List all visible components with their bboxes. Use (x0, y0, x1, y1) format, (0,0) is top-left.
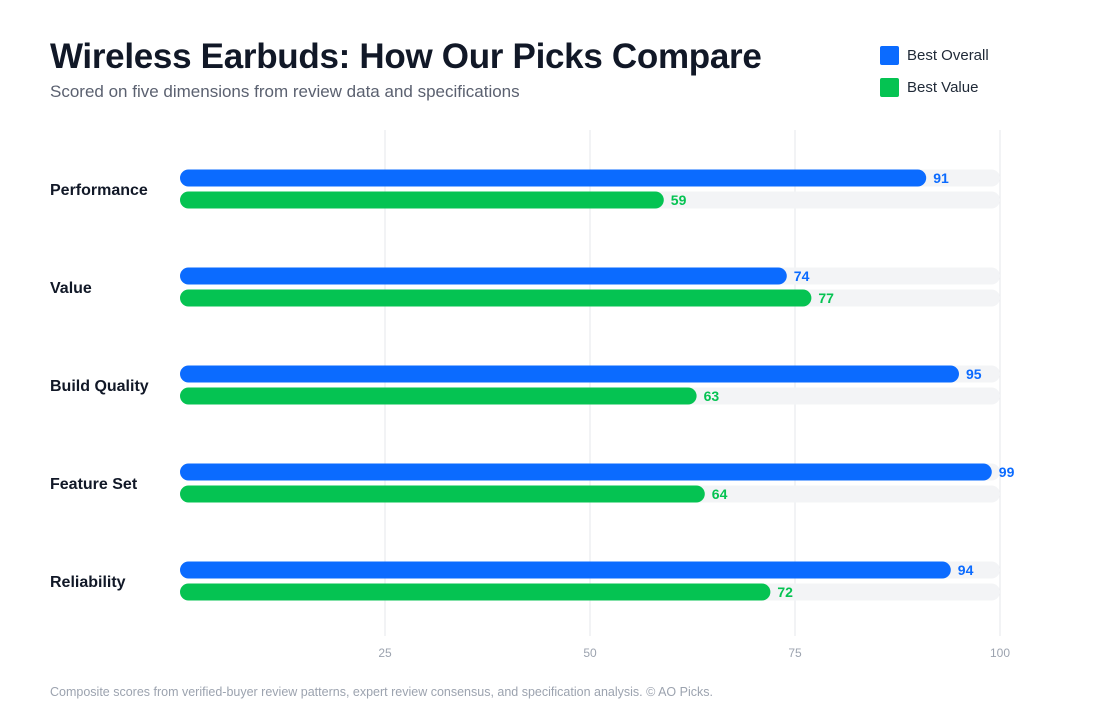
chart-subtitle: Scored on five dimensions from review da… (50, 82, 520, 101)
x-tick-label-75: 75 (788, 646, 802, 660)
chart-title: Wireless Earbuds: How Our Picks Compare (50, 37, 762, 76)
data-label-build-quality-best-value: 63 (704, 388, 720, 404)
footnote: Composite scores from verified-buyer rev… (50, 685, 713, 699)
data-label-reliability-best-overall: 94 (958, 562, 974, 578)
data-label-feature-set-best-value: 64 (712, 486, 728, 502)
chart-legend: Best Overall Best Value (880, 45, 989, 109)
bar-value-best-value (180, 289, 812, 307)
category-label-value: Value (50, 280, 92, 297)
x-tick-label-25: 25 (378, 646, 392, 660)
legend-swatch-best-value (880, 77, 899, 97)
data-label-reliability-best-value: 72 (777, 584, 793, 600)
bar-performance-best-overall (180, 169, 927, 187)
legend-label-best-overall: Best Overall (907, 46, 989, 64)
bar-build-quality-best-overall (180, 365, 959, 383)
legend-swatch-best-overall (880, 45, 899, 65)
data-label-value-best-overall: 74 (794, 268, 810, 284)
x-tick-label-50: 50 (583, 646, 597, 660)
data-label-performance-best-value: 59 (671, 192, 687, 208)
bar-feature-set-best-overall (180, 463, 992, 481)
legend-item-best-overall: Best Overall (880, 45, 989, 65)
bar-feature-set-best-value (180, 485, 705, 503)
category-label-reliability: Reliability (50, 574, 126, 591)
x-tick-label-100: 100 (990, 646, 1010, 660)
bar-reliability-best-overall (180, 561, 951, 579)
data-label-value-best-value: 77 (818, 290, 834, 306)
bar-performance-best-value (180, 191, 664, 209)
data-label-performance-best-overall: 91 (933, 170, 949, 186)
legend-item-best-value: Best Value (880, 77, 989, 97)
category-label-build-quality: Build Quality (50, 378, 149, 395)
category-label-performance: Performance (50, 182, 148, 199)
category-label-feature-set: Feature Set (50, 476, 138, 493)
bar-value-best-overall (180, 267, 787, 285)
data-label-feature-set-best-overall: 99 (999, 464, 1015, 480)
bar-build-quality-best-value (180, 387, 697, 405)
legend-label-best-value: Best Value (907, 78, 979, 96)
bar-reliability-best-value (180, 583, 771, 601)
data-label-build-quality-best-overall: 95 (966, 366, 982, 382)
